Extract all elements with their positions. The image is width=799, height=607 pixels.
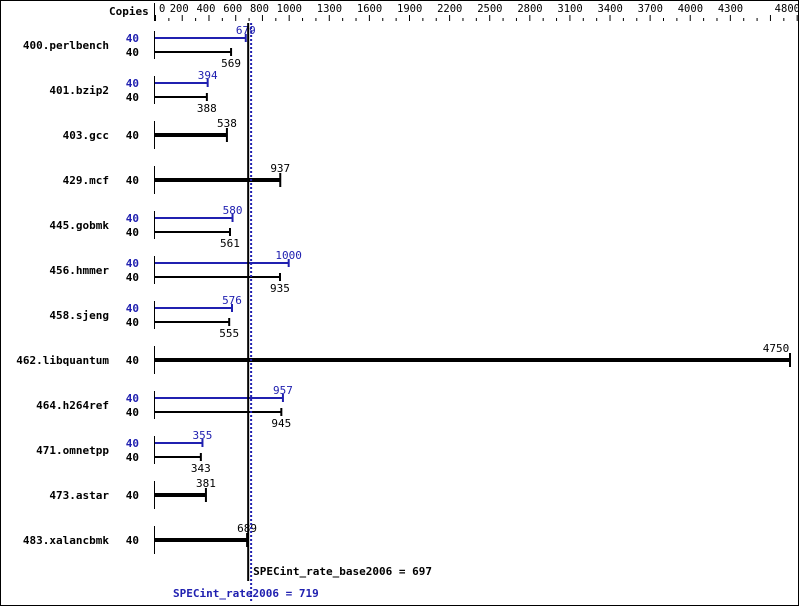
benchmark-label: 458.sjeng [49, 309, 109, 322]
base-value-label: 381 [196, 477, 216, 490]
base-copies: 40 [126, 451, 139, 464]
base-value-label: 343 [191, 462, 211, 475]
peak-value-label: 679 [236, 24, 256, 37]
x-tick-label: 4300 [718, 3, 743, 15]
x-tick-label: 1900 [397, 3, 422, 15]
x-tick-label: 1300 [317, 3, 342, 15]
benchmark-label: 473.astar [49, 489, 109, 502]
x-tick-label: 1000 [277, 3, 302, 15]
base-value-label: 388 [197, 102, 217, 115]
peak-value-label: 394 [198, 69, 218, 82]
peak-value-label: 355 [193, 429, 213, 442]
base-copies: 40 [126, 174, 139, 187]
peak-copies: 40 [126, 257, 139, 270]
peak-value-label: 957 [273, 384, 293, 397]
peak-summary-label: SPECint_rate2006 = 719 [173, 587, 319, 600]
x-tick-label: 400 [196, 3, 215, 15]
base-copies: 40 [126, 489, 139, 502]
base-value-label: 555 [219, 327, 239, 340]
peak-copies: 40 [126, 302, 139, 315]
benchmark-label: 401.bzip2 [49, 84, 109, 97]
base-summary-label: SPECint_rate_base2006 = 697 [253, 565, 432, 578]
base-value-label: 945 [271, 417, 291, 430]
x-tick-label: 2200 [437, 3, 462, 15]
base-value-label: 561 [220, 237, 240, 250]
peak-copies: 40 [126, 212, 139, 225]
base-copies: 40 [126, 46, 139, 59]
x-tick-label: 200 [170, 3, 189, 15]
base-copies: 40 [126, 226, 139, 239]
benchmark-label: 400.perlbench [23, 39, 109, 52]
base-copies: 40 [126, 316, 139, 329]
base-value-label: 937 [270, 162, 290, 175]
peak-copies: 40 [126, 32, 139, 45]
base-copies: 40 [126, 534, 139, 547]
x-tick-label: 600 [223, 3, 242, 15]
benchmark-label: 483.xalancbmk [23, 534, 109, 547]
benchmark-label: 462.libquantum [16, 354, 109, 367]
base-copies: 40 [126, 91, 139, 104]
x-tick-label: 0 [159, 3, 165, 15]
x-tick-label: 3100 [557, 3, 582, 15]
peak-value-label: 1000 [275, 249, 302, 262]
benchmark-label: 464.h264ref [36, 399, 109, 412]
base-value-label: 538 [217, 117, 237, 130]
peak-copies: 40 [126, 392, 139, 405]
base-copies: 40 [126, 271, 139, 284]
x-tick-label: 3700 [638, 3, 663, 15]
peak-value-label: 580 [223, 204, 243, 217]
x-tick-label: 4800 [775, 3, 799, 15]
x-tick-label: 2500 [477, 3, 502, 15]
base-copies: 40 [126, 129, 139, 142]
base-value-label: 689 [237, 522, 257, 535]
x-tick-label: 1600 [357, 3, 382, 15]
copies-header: Copies [109, 5, 149, 18]
base-value-label: 569 [221, 57, 241, 70]
x-tick-label: 800 [250, 3, 269, 15]
x-tick-label: 4000 [678, 3, 703, 15]
peak-copies: 40 [126, 437, 139, 450]
benchmark-label: 456.hmmer [49, 264, 109, 277]
x-tick-label: 2800 [517, 3, 542, 15]
benchmark-label: 429.mcf [63, 174, 109, 187]
benchmark-label: 471.omnetpp [36, 444, 109, 457]
benchmark-label: 403.gcc [63, 129, 109, 142]
benchmark-label: 445.gobmk [49, 219, 109, 232]
peak-value-label: 576 [222, 294, 242, 307]
base-copies: 40 [126, 406, 139, 419]
base-value-label: 4750 [763, 342, 790, 355]
x-tick-label: 3400 [598, 3, 623, 15]
base-value-label: 935 [270, 282, 290, 295]
peak-copies: 40 [126, 77, 139, 90]
base-copies: 40 [126, 354, 139, 367]
